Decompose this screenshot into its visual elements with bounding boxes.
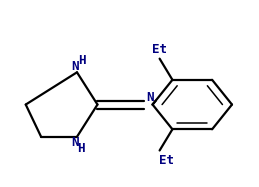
- Text: Et: Et: [159, 154, 174, 167]
- Text: Et: Et: [152, 43, 167, 56]
- Text: N: N: [71, 60, 78, 73]
- Text: H: H: [77, 142, 85, 155]
- Text: H: H: [78, 54, 85, 67]
- Text: N: N: [147, 91, 154, 104]
- Text: N: N: [71, 136, 78, 149]
